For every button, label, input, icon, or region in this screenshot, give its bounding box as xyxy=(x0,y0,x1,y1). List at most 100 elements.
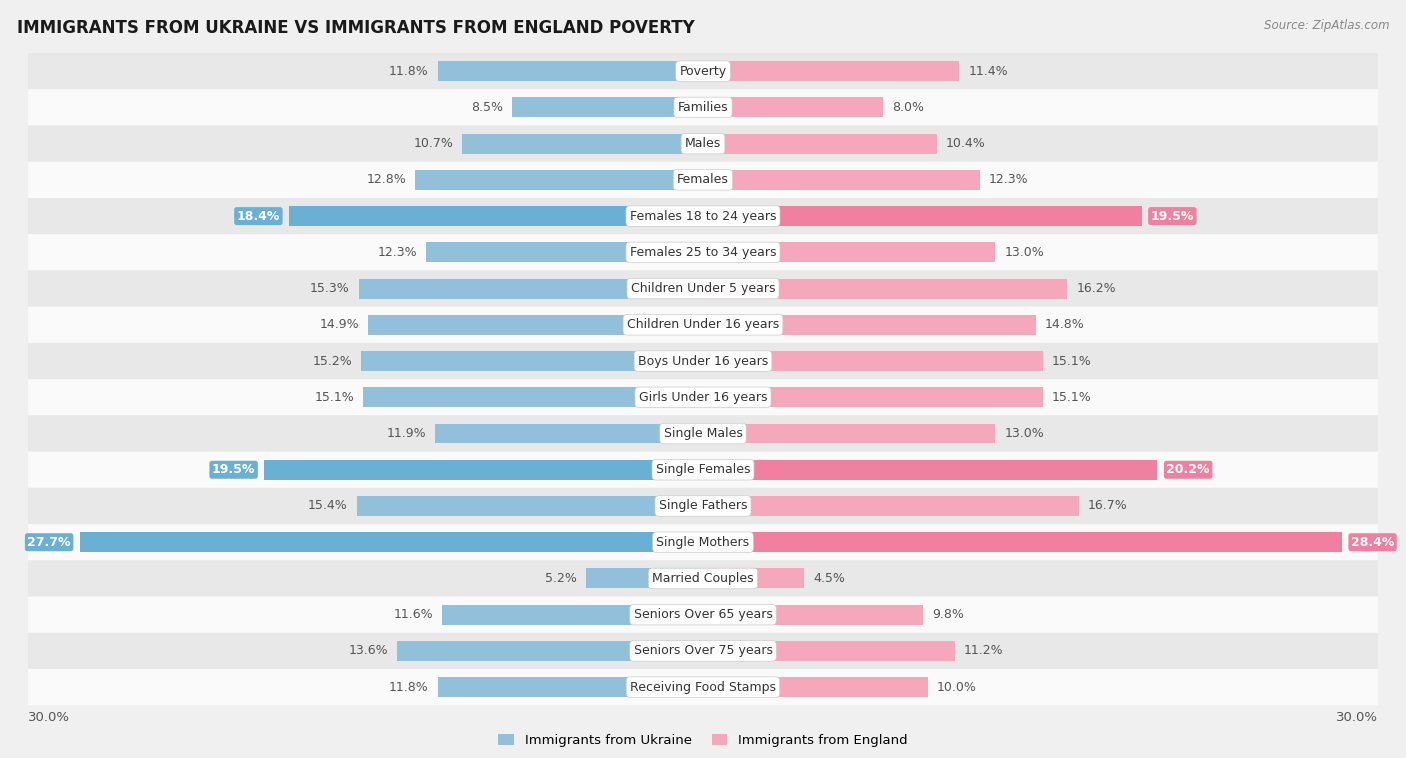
Bar xyxy=(80,532,703,552)
Text: Seniors Over 75 years: Seniors Over 75 years xyxy=(634,644,772,657)
Text: 10.7%: 10.7% xyxy=(413,137,453,150)
Bar xyxy=(703,568,804,588)
Text: Females 25 to 34 years: Females 25 to 34 years xyxy=(630,246,776,258)
Text: 15.4%: 15.4% xyxy=(308,500,347,512)
Text: 8.5%: 8.5% xyxy=(471,101,503,114)
FancyBboxPatch shape xyxy=(28,271,1378,307)
Text: Receiving Food Stamps: Receiving Food Stamps xyxy=(630,681,776,694)
Text: Single Males: Single Males xyxy=(664,427,742,440)
Text: Married Couples: Married Couples xyxy=(652,572,754,585)
Bar xyxy=(703,641,955,661)
Bar xyxy=(703,532,1341,552)
Text: 13.0%: 13.0% xyxy=(1004,427,1045,440)
Text: Females: Females xyxy=(678,174,728,186)
Text: 15.1%: 15.1% xyxy=(1052,391,1091,404)
Text: 19.5%: 19.5% xyxy=(212,463,256,476)
Text: Boys Under 16 years: Boys Under 16 years xyxy=(638,355,768,368)
Text: 30.0%: 30.0% xyxy=(28,711,70,724)
Bar xyxy=(368,315,703,335)
Bar xyxy=(426,243,703,262)
FancyBboxPatch shape xyxy=(28,53,1378,89)
Text: 20.2%: 20.2% xyxy=(1167,463,1211,476)
Text: 14.9%: 14.9% xyxy=(319,318,359,331)
FancyBboxPatch shape xyxy=(28,488,1378,524)
Bar xyxy=(512,98,703,117)
Bar xyxy=(463,133,703,154)
Text: Children Under 16 years: Children Under 16 years xyxy=(627,318,779,331)
FancyBboxPatch shape xyxy=(28,633,1378,669)
Text: 4.5%: 4.5% xyxy=(813,572,845,585)
Text: 15.2%: 15.2% xyxy=(312,355,352,368)
Text: 10.4%: 10.4% xyxy=(946,137,986,150)
Bar xyxy=(703,424,995,443)
Text: 30.0%: 30.0% xyxy=(1336,711,1378,724)
Text: IMMIGRANTS FROM UKRAINE VS IMMIGRANTS FROM ENGLAND POVERTY: IMMIGRANTS FROM UKRAINE VS IMMIGRANTS FR… xyxy=(17,19,695,37)
Bar xyxy=(363,387,703,407)
Bar xyxy=(436,424,703,443)
Text: 11.9%: 11.9% xyxy=(387,427,426,440)
Text: 13.6%: 13.6% xyxy=(349,644,388,657)
Bar xyxy=(396,641,703,661)
FancyBboxPatch shape xyxy=(28,89,1378,126)
Text: Seniors Over 65 years: Seniors Over 65 years xyxy=(634,608,772,622)
Bar xyxy=(437,677,703,697)
Text: 15.1%: 15.1% xyxy=(315,391,354,404)
Text: 16.7%: 16.7% xyxy=(1088,500,1128,512)
Bar xyxy=(703,496,1078,516)
Bar xyxy=(703,351,1043,371)
Bar xyxy=(437,61,703,81)
Text: 11.2%: 11.2% xyxy=(965,644,1004,657)
Text: 11.6%: 11.6% xyxy=(394,608,433,622)
Text: Children Under 5 years: Children Under 5 years xyxy=(631,282,775,295)
Text: 18.4%: 18.4% xyxy=(236,210,280,223)
Bar xyxy=(703,677,928,697)
Bar xyxy=(586,568,703,588)
FancyBboxPatch shape xyxy=(28,234,1378,271)
Text: 27.7%: 27.7% xyxy=(27,536,70,549)
Text: 5.2%: 5.2% xyxy=(546,572,576,585)
Text: Single Females: Single Females xyxy=(655,463,751,476)
Bar xyxy=(290,206,703,226)
FancyBboxPatch shape xyxy=(28,126,1378,161)
Text: 14.8%: 14.8% xyxy=(1045,318,1084,331)
Text: Single Mothers: Single Mothers xyxy=(657,536,749,549)
Bar xyxy=(357,496,703,516)
Bar xyxy=(441,605,703,625)
Text: Poverty: Poverty xyxy=(679,64,727,77)
FancyBboxPatch shape xyxy=(28,307,1378,343)
Bar xyxy=(415,170,703,190)
Bar xyxy=(264,460,703,480)
Text: 28.4%: 28.4% xyxy=(1351,536,1395,549)
Legend: Immigrants from Ukraine, Immigrants from England: Immigrants from Ukraine, Immigrants from… xyxy=(494,728,912,752)
FancyBboxPatch shape xyxy=(28,379,1378,415)
FancyBboxPatch shape xyxy=(28,198,1378,234)
Text: 9.8%: 9.8% xyxy=(932,608,965,622)
Text: Families: Families xyxy=(678,101,728,114)
Text: Males: Males xyxy=(685,137,721,150)
Bar xyxy=(703,170,980,190)
Bar xyxy=(703,133,936,154)
FancyBboxPatch shape xyxy=(28,597,1378,633)
FancyBboxPatch shape xyxy=(28,452,1378,488)
Text: Source: ZipAtlas.com: Source: ZipAtlas.com xyxy=(1264,19,1389,32)
FancyBboxPatch shape xyxy=(28,560,1378,597)
Text: Girls Under 16 years: Girls Under 16 years xyxy=(638,391,768,404)
Text: Single Fathers: Single Fathers xyxy=(659,500,747,512)
Text: 15.1%: 15.1% xyxy=(1052,355,1091,368)
Text: 11.8%: 11.8% xyxy=(389,681,429,694)
FancyBboxPatch shape xyxy=(28,524,1378,560)
Text: 11.8%: 11.8% xyxy=(389,64,429,77)
Text: 8.0%: 8.0% xyxy=(891,101,924,114)
Text: 15.3%: 15.3% xyxy=(311,282,350,295)
Text: 11.4%: 11.4% xyxy=(969,64,1008,77)
Bar xyxy=(703,61,959,81)
Text: 12.3%: 12.3% xyxy=(988,174,1028,186)
Text: 13.0%: 13.0% xyxy=(1004,246,1045,258)
FancyBboxPatch shape xyxy=(28,161,1378,198)
Bar xyxy=(703,315,1036,335)
Text: 19.5%: 19.5% xyxy=(1150,210,1194,223)
Text: 12.3%: 12.3% xyxy=(378,246,418,258)
Bar xyxy=(703,243,995,262)
FancyBboxPatch shape xyxy=(28,669,1378,705)
Bar xyxy=(703,605,924,625)
